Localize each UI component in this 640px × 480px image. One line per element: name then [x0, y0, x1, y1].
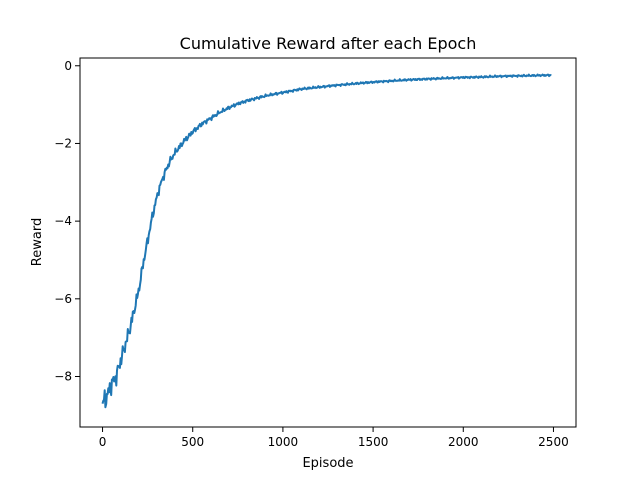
y-axis: −8 −6 −4 −2 0	[54, 59, 80, 384]
y-tick-label: −6	[54, 292, 72, 306]
series-line-reward	[101, 73, 552, 409]
x-tick-label: 0	[99, 435, 107, 449]
y-tick-label: −4	[54, 214, 72, 228]
x-tick-label: 2500	[538, 435, 569, 449]
y-tick-label: −2	[54, 136, 72, 150]
x-tick-label: 500	[181, 435, 204, 449]
chart-title: Cumulative Reward after each Epoch	[180, 34, 477, 53]
x-axis-label: Episode	[302, 456, 353, 471]
x-tick-label: 1000	[268, 435, 299, 449]
y-tick-label: −8	[54, 370, 72, 384]
y-tick-label: 0	[64, 59, 72, 73]
x-axis: 0 500 1000 1500 2000 2500	[99, 427, 569, 449]
y-axis-label: Reward	[30, 218, 45, 266]
plot-area	[79, 57, 577, 428]
x-tick-label: 2000	[448, 435, 479, 449]
x-tick-label: 1500	[358, 435, 389, 449]
